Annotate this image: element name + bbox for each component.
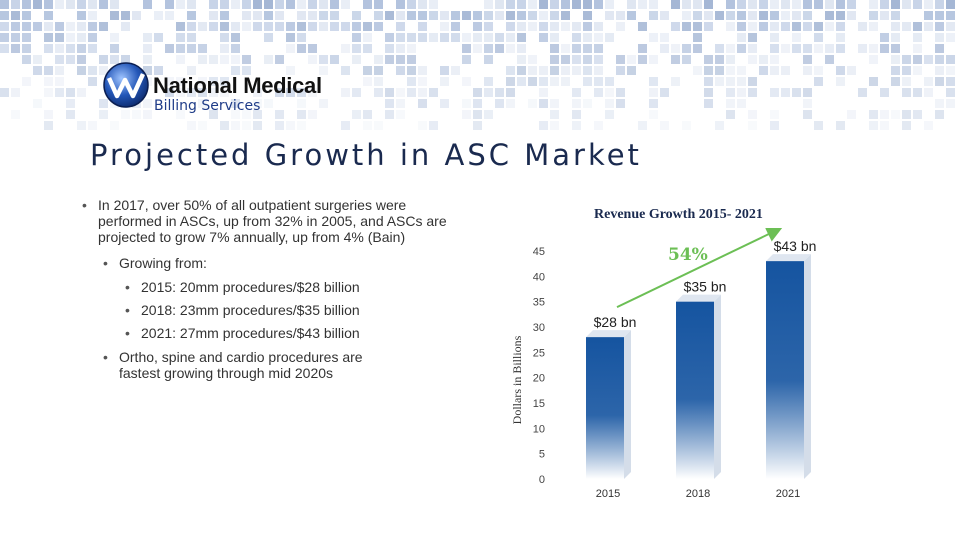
x-tick-label: 2018 — [686, 488, 710, 500]
bullet-dot: • — [82, 197, 87, 213]
bar-2021 — [766, 261, 804, 479]
y-axis-label: Dollars in Billions — [510, 335, 524, 424]
x-tick-label: 2021 — [776, 488, 800, 500]
brand-subtitle: Billing Services — [154, 98, 261, 114]
bullet-dot: • — [125, 325, 130, 341]
bar-top-2021 — [766, 254, 811, 262]
y-tick-label: 20 — [533, 373, 545, 385]
y-tick-label: 30 — [533, 322, 545, 334]
y-tick-label: 40 — [533, 271, 545, 283]
bar-side-2015 — [624, 330, 631, 479]
data-label-2015: $28 bn — [594, 314, 637, 330]
y-tick-label: 25 — [533, 347, 545, 359]
logo-globe-icon — [103, 62, 149, 108]
pixel-pattern — [0, 0, 955, 130]
bullet-dot: • — [103, 255, 108, 271]
data-label-2018: $35 bn — [684, 279, 727, 295]
y-tick-label: 15 — [533, 398, 545, 410]
bar-top-2015 — [586, 330, 631, 338]
decorative-pixel-banner — [0, 0, 960, 135]
y-tick-label: 5 — [539, 449, 545, 461]
bar-side-2018 — [714, 294, 721, 479]
growth-arrow — [616, 228, 783, 309]
page-title: Projected Growth in ASC Market — [90, 138, 642, 172]
bullet-ortho: Ortho, spine and cardio procedures are f… — [119, 349, 363, 381]
bar-2018 — [676, 301, 714, 479]
bullet-2015: 2015: 20mm procedures/$28 billion — [141, 279, 360, 295]
bar-top-2018 — [676, 294, 721, 302]
revenue-bar-chart: 0 5 10 15 20 25 30 35 40 45 Dollars in Billions $28… — [510, 228, 817, 500]
bullet-2021: 2021: 27mm procedures/$43 billion — [141, 325, 360, 341]
y-tick-label: 10 — [533, 423, 545, 435]
bullet-dot: • — [125, 302, 130, 318]
growth-annotation: 54% — [668, 245, 708, 265]
bullet-main: In 2017, over 50% of all outpatient surg… — [98, 197, 447, 245]
y-tick-label: 35 — [533, 297, 545, 309]
bullet-2018: 2018: 23mm procedures/$35 billion — [141, 302, 360, 318]
bullet-dot: • — [103, 349, 108, 365]
chart-title: Revenue Growth 2015- 2021 — [594, 207, 763, 222]
company-logo: National Medical Billing Services — [103, 62, 353, 122]
bar-2015 — [586, 337, 624, 479]
bullet-growing-from: Growing from: — [119, 255, 207, 271]
y-tick-label: 45 — [533, 246, 545, 258]
x-tick-label: 2015 — [596, 488, 620, 500]
bullet-dot: • — [125, 279, 130, 295]
bar-side-2021 — [804, 254, 811, 479]
y-tick-label: 0 — [539, 474, 545, 486]
data-label-2021: $43 bn — [774, 238, 817, 254]
brand-name: National Medical — [153, 73, 322, 98]
